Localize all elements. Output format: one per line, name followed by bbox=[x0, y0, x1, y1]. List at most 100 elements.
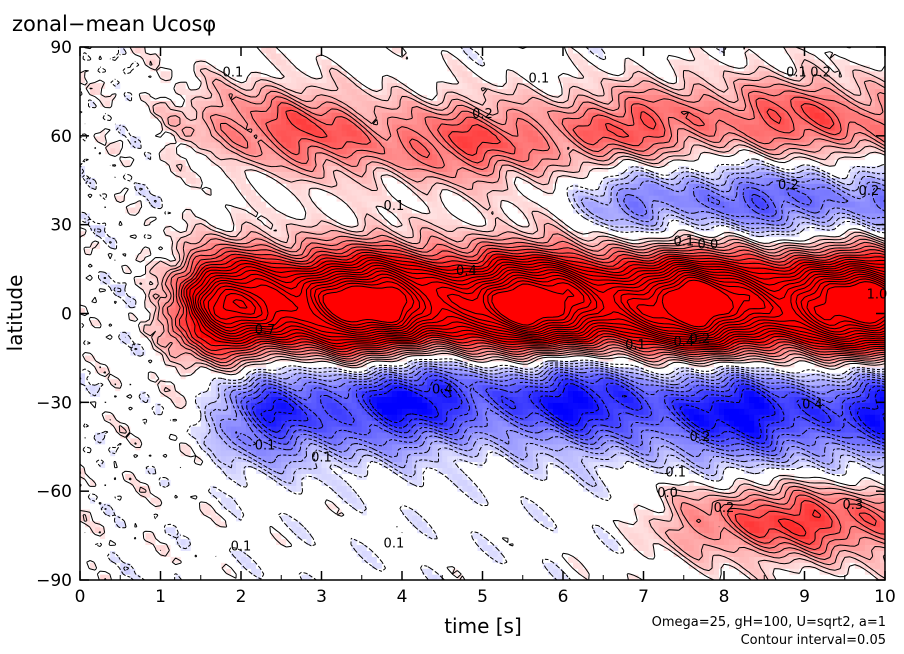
field-cell bbox=[256, 248, 262, 255]
field-cell bbox=[326, 135, 333, 143]
field-cell bbox=[140, 414, 147, 421]
field-cell bbox=[150, 218, 157, 226]
field-cell bbox=[175, 420, 182, 427]
field-cell bbox=[306, 212, 313, 220]
field-cell bbox=[180, 325, 187, 332]
field-cell bbox=[276, 461, 282, 469]
field-cell bbox=[155, 76, 162, 84]
field-cell bbox=[225, 503, 232, 510]
field-cell bbox=[256, 206, 262, 214]
field-cell bbox=[266, 349, 272, 356]
field-cell bbox=[190, 479, 197, 486]
field-cell bbox=[266, 414, 272, 421]
field-cell bbox=[155, 360, 162, 368]
field-cell bbox=[95, 550, 101, 557]
field-cell bbox=[311, 47, 318, 54]
field-cell bbox=[110, 52, 116, 60]
field-cell bbox=[145, 88, 152, 95]
field-cell bbox=[220, 112, 227, 119]
field-cell bbox=[115, 532, 121, 540]
field-cell bbox=[90, 88, 96, 95]
field-cell bbox=[230, 47, 237, 54]
field-cell bbox=[235, 372, 242, 380]
field-cell bbox=[160, 260, 167, 267]
field-cell bbox=[85, 360, 91, 368]
field-cell bbox=[351, 94, 358, 101]
field-cell bbox=[140, 366, 147, 374]
field-cell bbox=[205, 52, 212, 60]
field-cell bbox=[165, 82, 172, 90]
field-cell bbox=[165, 431, 172, 439]
field-cell bbox=[230, 408, 237, 415]
field-cell bbox=[130, 147, 136, 155]
field-cell bbox=[291, 58, 297, 66]
field-cell bbox=[165, 266, 172, 273]
field-cell bbox=[200, 431, 207, 439]
field-cell bbox=[321, 491, 328, 498]
field-cell bbox=[235, 443, 242, 451]
field-cell bbox=[110, 135, 116, 143]
field-cell bbox=[185, 420, 192, 427]
field-cell bbox=[140, 70, 147, 78]
field-cell bbox=[235, 550, 242, 557]
field-cell bbox=[225, 242, 232, 249]
field-cell bbox=[241, 544, 247, 551]
field-cell bbox=[235, 277, 242, 285]
field-cell bbox=[125, 313, 131, 321]
field-cell bbox=[261, 224, 267, 232]
field-cell bbox=[205, 449, 212, 457]
field-cell bbox=[165, 189, 172, 196]
field-cell bbox=[246, 123, 252, 131]
field-cell bbox=[241, 337, 247, 344]
field-cell bbox=[135, 514, 141, 522]
field-cell bbox=[135, 165, 141, 172]
field-cell bbox=[200, 123, 207, 131]
field-cell bbox=[185, 461, 192, 469]
field-cell bbox=[220, 159, 227, 167]
field-cell bbox=[115, 443, 121, 451]
field-cell bbox=[346, 408, 353, 415]
field-cell bbox=[235, 532, 242, 540]
field-cell bbox=[120, 479, 126, 486]
field-cell bbox=[125, 82, 131, 90]
field-cell bbox=[271, 568, 277, 575]
field-cell bbox=[110, 325, 116, 332]
field-cell bbox=[230, 64, 237, 72]
field-cell bbox=[246, 390, 252, 398]
field-cell bbox=[140, 224, 147, 232]
field-cell bbox=[110, 70, 116, 78]
field-cell bbox=[261, 47, 267, 54]
field-cell bbox=[190, 218, 197, 226]
field-cell bbox=[175, 568, 182, 575]
field-cell bbox=[120, 538, 126, 546]
field-cell bbox=[85, 426, 91, 433]
field-cell bbox=[266, 556, 272, 563]
field-cell bbox=[165, 177, 172, 184]
field-cell bbox=[200, 236, 207, 244]
field-cell bbox=[246, 254, 252, 261]
field-cell bbox=[120, 497, 126, 504]
field-cell bbox=[351, 556, 358, 563]
field-cell bbox=[205, 64, 212, 72]
field-cell bbox=[246, 467, 252, 474]
field-cell bbox=[125, 52, 131, 60]
field-cell bbox=[140, 544, 147, 551]
field-cell bbox=[80, 443, 86, 451]
field-cell bbox=[105, 307, 111, 315]
field-cell bbox=[135, 47, 141, 54]
field-cell bbox=[341, 532, 348, 540]
field-cell bbox=[170, 491, 177, 498]
field-cell bbox=[120, 206, 126, 214]
field-cell bbox=[160, 550, 167, 557]
field-cell bbox=[180, 562, 187, 569]
field-cell bbox=[160, 485, 167, 492]
field-cell bbox=[246, 420, 252, 427]
field-cell bbox=[135, 236, 141, 244]
field-cell bbox=[190, 343, 197, 350]
field-cell bbox=[246, 242, 252, 249]
field-cell bbox=[100, 123, 106, 131]
field-cell bbox=[336, 118, 343, 125]
field-cell bbox=[225, 556, 232, 563]
field-cell bbox=[225, 206, 232, 214]
field-cell bbox=[130, 508, 136, 516]
